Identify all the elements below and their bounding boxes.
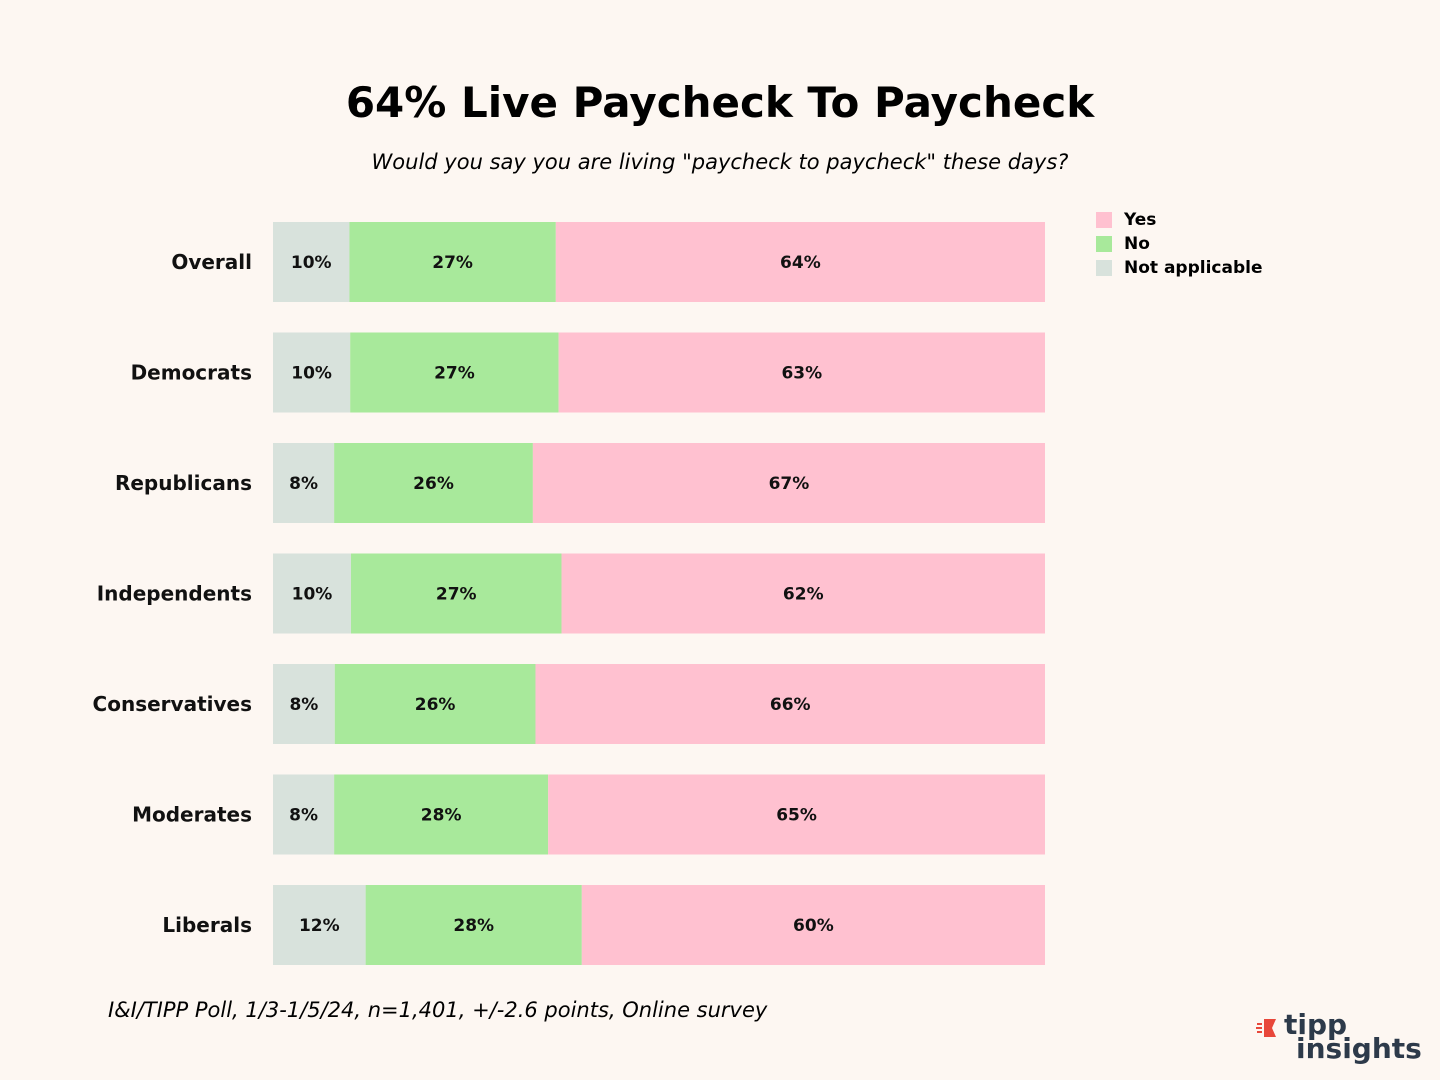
bar-segment-democrats-yes: [558, 332, 1045, 413]
bar-segment-democrats-no: [350, 332, 559, 413]
bar-segment-liberals-no: [365, 885, 582, 965]
bar-label-republicans-no: 26%: [413, 474, 454, 494]
bar-segment-independents-no: [350, 553, 562, 634]
legend-item-not-applicable: Not applicable: [1096, 256, 1263, 280]
category-label-republicans: Republicans: [115, 471, 252, 495]
bar-label-conservatives-yes: 66%: [770, 695, 811, 715]
bar-label-overall-not-applicable: 10%: [291, 253, 332, 273]
bar-label-moderates-not-applicable: 8%: [289, 806, 318, 826]
bar-label-liberals-yes: 60%: [793, 916, 834, 936]
bar-segment-moderates-yes: [548, 774, 1045, 855]
bar-label-moderates-yes: 65%: [776, 806, 817, 826]
bar-segment-overall-not-applicable: [273, 222, 350, 302]
legend-swatch-not-applicable: [1096, 260, 1112, 276]
bar-segment-republicans-no: [334, 443, 533, 523]
bar-label-democrats-no: 27%: [434, 364, 475, 384]
bar-label-overall-no: 27%: [432, 253, 473, 273]
bar-label-independents-yes: 62%: [783, 585, 824, 605]
bar-segment-liberals-not-applicable: [273, 885, 366, 965]
bar-label-overall-yes: 64%: [780, 253, 821, 273]
category-label-moderates: Moderates: [132, 803, 252, 827]
category-label-overall: Overall: [171, 250, 252, 274]
source-note: I&I/TIPP Poll, 1/3-1/5/24, n=1,401, +/-2…: [108, 998, 768, 1022]
bar-segment-independents-not-applicable: [273, 553, 351, 634]
legend-item-yes: Yes: [1096, 208, 1263, 232]
category-label-liberals: Liberals: [162, 913, 252, 937]
bar-label-democrats-not-applicable: 10%: [291, 364, 332, 384]
logo-flag-icon: [1256, 1019, 1276, 1037]
logo-text-insights: insights: [1296, 1032, 1422, 1065]
bar-segment-republicans-yes: [532, 443, 1045, 523]
bar-segment-conservatives-yes: [535, 664, 1045, 744]
bar-segment-independents-yes: [561, 553, 1045, 634]
legend-swatch-no: [1096, 236, 1112, 252]
bar-label-democrats-yes: 63%: [781, 364, 822, 384]
bar-label-conservatives-no: 26%: [415, 695, 456, 715]
chart-subtitle: Would you say you are living "paycheck t…: [371, 150, 1069, 174]
bar-segment-moderates-not-applicable: [273, 774, 335, 855]
bar-label-liberals-no: 28%: [453, 916, 494, 936]
legend-label-yes: Yes: [1124, 210, 1157, 230]
bar-label-independents-not-applicable: 10%: [292, 585, 333, 605]
bar-segment-democrats-not-applicable: [273, 332, 351, 413]
legend-item-no: No: [1096, 232, 1263, 256]
category-label-independents: Independents: [97, 582, 252, 606]
bar-segment-overall-no: [349, 222, 556, 302]
category-label-democrats: Democrats: [131, 361, 252, 385]
category-label-conservatives: Conservatives: [93, 692, 252, 716]
legend: Yes No Not applicable: [1096, 208, 1263, 280]
bar-label-moderates-no: 28%: [421, 806, 462, 826]
bar-label-republicans-yes: 67%: [769, 474, 810, 494]
bar-segment-overall-yes: [555, 222, 1045, 302]
legend-label-not-applicable: Not applicable: [1124, 258, 1263, 278]
tipp-insights-logo: tipp insights: [1256, 1008, 1422, 1068]
logo-text-tipp: tipp: [1284, 1008, 1348, 1041]
bar-label-conservatives-not-applicable: 8%: [289, 695, 318, 715]
bar-segment-liberals-yes: [581, 885, 1045, 965]
bar-label-republicans-not-applicable: 8%: [289, 474, 318, 494]
bar-label-liberals-not-applicable: 12%: [299, 916, 340, 936]
bar-segment-conservatives-no: [334, 664, 536, 744]
bar-segment-conservatives-not-applicable: [273, 664, 335, 744]
legend-swatch-yes: [1096, 212, 1112, 228]
bar-label-independents-no: 27%: [436, 585, 477, 605]
bar-segment-moderates-no: [334, 774, 549, 855]
bar-segment-republicans-not-applicable: [273, 443, 335, 523]
legend-label-no: No: [1124, 234, 1150, 254]
chart-title: 64% Live Paycheck To Paycheck: [345, 78, 1095, 127]
